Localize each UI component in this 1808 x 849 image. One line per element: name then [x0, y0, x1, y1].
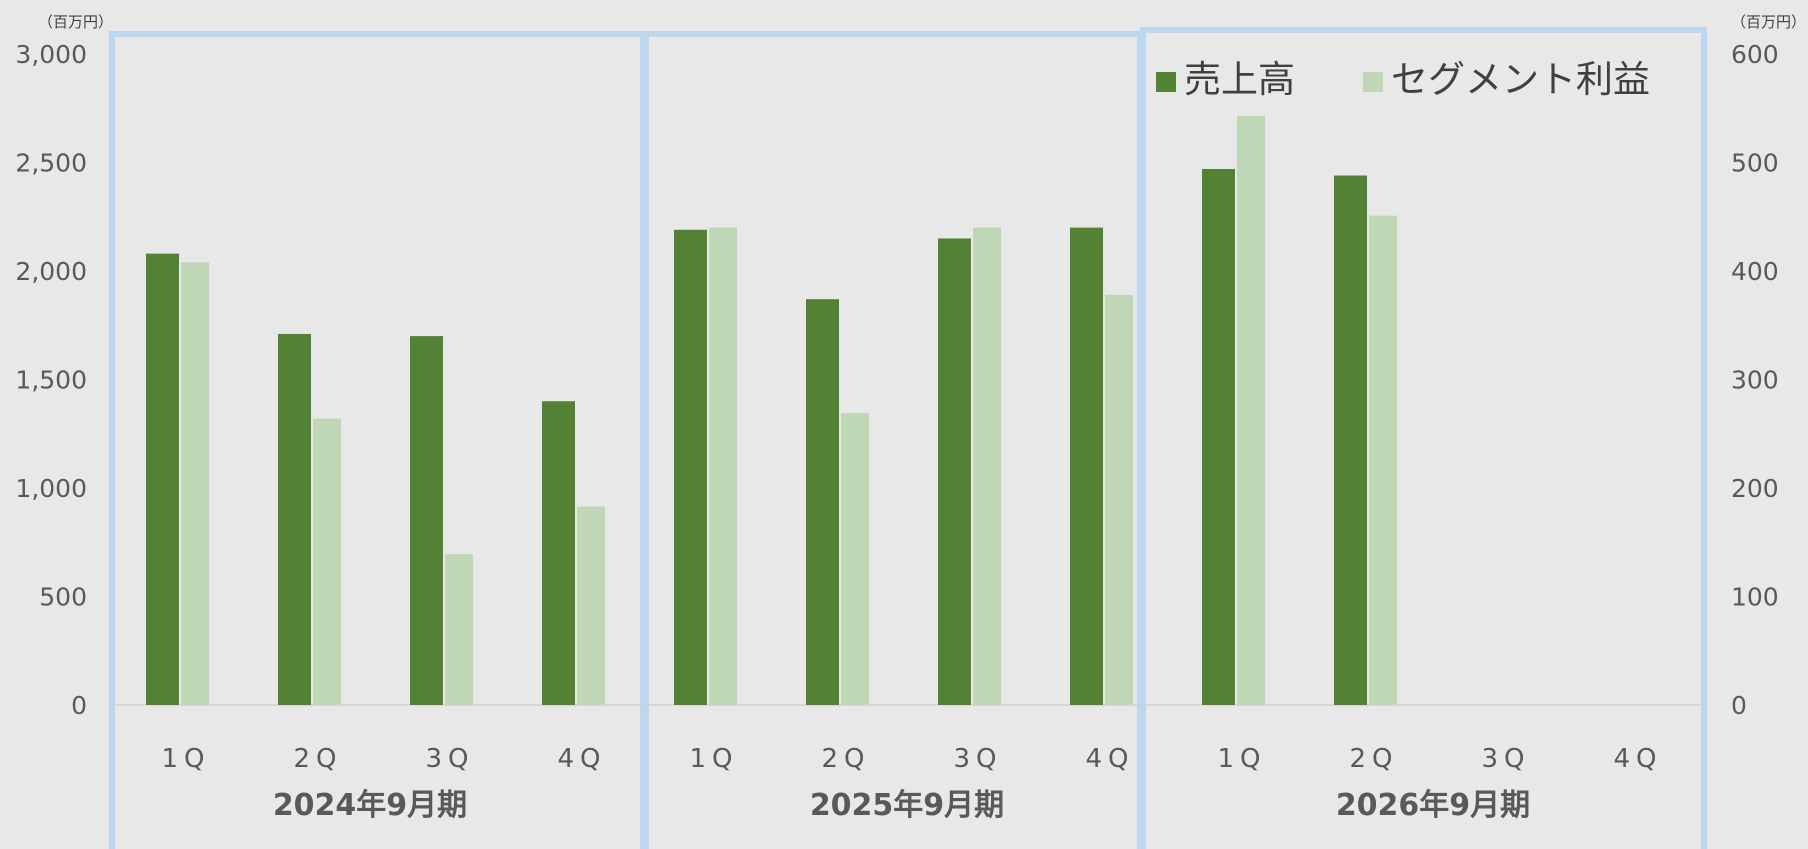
- segment-profit-bar: [1237, 115, 1265, 706]
- segment-profit-bar: [1105, 294, 1133, 705]
- category-label: 4Q: [1613, 744, 1662, 774]
- group-frames: [109, 27, 1707, 849]
- right-tick-label: 500: [1731, 149, 1779, 178]
- segment-profit-bar: [577, 506, 605, 705]
- sales-bar: [1202, 169, 1235, 705]
- group-label: 2026年9月期: [1336, 788, 1530, 823]
- legend-swatch: [1156, 72, 1176, 92]
- category-label: 3Q: [425, 744, 474, 774]
- bars: [146, 115, 1397, 706]
- group-labels: 2024年9月期 2025年9月期 2026年9月期: [273, 788, 1530, 823]
- sales-bar: [278, 333, 311, 705]
- legend-label: 売上高: [1184, 58, 1295, 101]
- category-label: 1Q: [161, 744, 210, 774]
- sales-bar: [674, 229, 707, 705]
- sales-bar: [1334, 175, 1367, 705]
- right-axis: （百万円） 0 100 200 300 400 500 600: [1731, 13, 1806, 720]
- right-axis-unit: （百万円）: [1731, 13, 1806, 31]
- segment-profit-bar: [973, 227, 1001, 705]
- left-tick-label: 0: [71, 691, 87, 720]
- right-tick-label: 200: [1731, 474, 1779, 503]
- left-tick-label: 1,000: [15, 474, 87, 503]
- left-tick-label: 1,500: [15, 366, 87, 395]
- right-tick-label: 400: [1731, 257, 1779, 286]
- sales-bar: [410, 336, 443, 705]
- right-tick-label: 600: [1731, 40, 1779, 69]
- category-label: 4Q: [557, 744, 606, 774]
- legend-label: セグメント利益: [1391, 58, 1650, 101]
- sales-bar: [146, 253, 179, 705]
- legend-swatch: [1363, 72, 1383, 92]
- right-tick-label: 100: [1731, 583, 1779, 612]
- sales-bar: [1070, 227, 1103, 705]
- category-label: 2Q: [1349, 744, 1398, 774]
- sales-bar: [806, 299, 839, 705]
- segment-profit-bar: [709, 227, 737, 705]
- category-labels: 1Q 2Q 3Q 4Q 1Q 2Q 3Q 4Q 1Q 2Q 3Q 4Q: [161, 744, 1662, 774]
- segment-profit-bar: [313, 418, 341, 705]
- sales-bar: [938, 238, 971, 705]
- category-label: 4Q: [1085, 744, 1134, 774]
- group-label: 2024年9月期: [273, 788, 467, 823]
- segment-profit-bar: [841, 413, 869, 705]
- left-axis: （百万円） 0 500 1,000 1,500 2,000 2,500 3,000: [15, 13, 113, 720]
- category-label: 3Q: [953, 744, 1002, 774]
- category-label: 3Q: [1481, 744, 1530, 774]
- group-frame-3: [1140, 27, 1707, 849]
- left-tick-label: 2,000: [15, 257, 87, 286]
- category-label: 2Q: [821, 744, 870, 774]
- left-axis-unit: （百万円）: [38, 13, 113, 31]
- segment-profit-bar: [181, 262, 209, 705]
- category-label: 1Q: [689, 744, 738, 774]
- right-tick-label: 0: [1731, 691, 1747, 720]
- segment-profit-bar: [1369, 215, 1397, 706]
- sales-bar: [542, 401, 575, 705]
- category-label: 2Q: [293, 744, 342, 774]
- group-label: 2025年9月期: [810, 788, 1004, 823]
- left-tick-label: 2,500: [15, 149, 87, 178]
- left-tick-label: 3,000: [15, 40, 87, 69]
- left-tick-label: 500: [39, 583, 87, 612]
- category-label: 1Q: [1217, 744, 1266, 774]
- segment-profit-bar: [445, 554, 473, 705]
- legend: 売上高 セグメント利益: [1156, 58, 1650, 101]
- right-tick-label: 300: [1731, 366, 1779, 395]
